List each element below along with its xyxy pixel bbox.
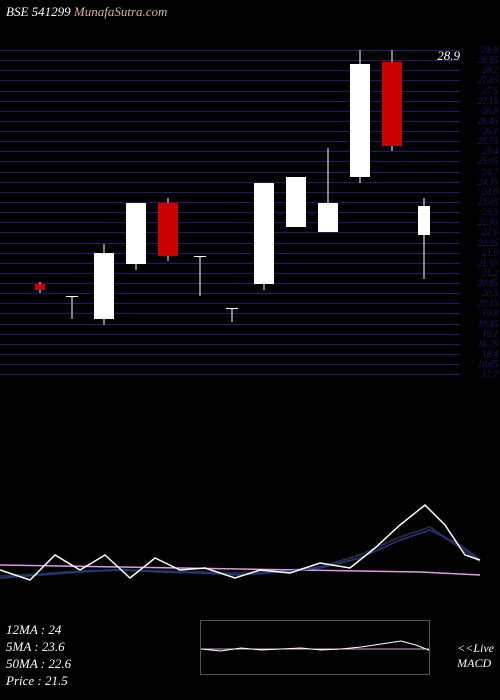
chart-header: BSE 541299 MunafaSutra.com [6, 4, 167, 20]
site-label: MunafaSutra.com [74, 4, 168, 19]
macd-live: <<Live [457, 641, 494, 655]
price-label: Price : 21.5 [6, 673, 71, 690]
macd-inset [200, 620, 430, 675]
ticker-label: BSE 541299 [6, 4, 71, 19]
peak-price-label: 28.9 [437, 48, 460, 64]
ma5-label: 5MA : 23.6 [6, 639, 71, 656]
ma-labels: 12MA : 24 5MA : 23.6 50MA : 22.6 Price :… [6, 622, 71, 690]
macd-line [201, 621, 429, 674]
macd-text: MACD [457, 656, 494, 670]
macd-label: <<Live MACD [457, 641, 494, 670]
ma12-label: 12MA : 24 [6, 622, 71, 639]
candlestick-chart [0, 50, 460, 380]
ma50-label: 50MA : 22.6 [6, 656, 71, 673]
